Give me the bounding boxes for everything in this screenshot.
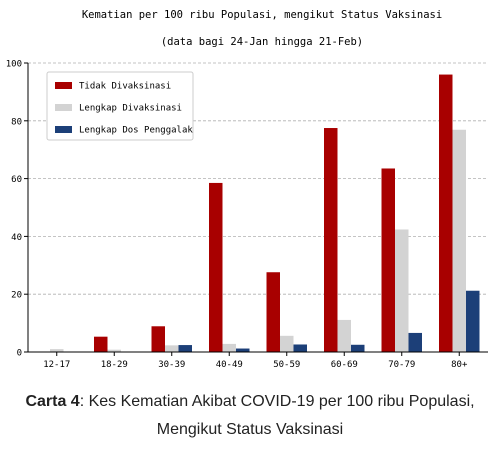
bar-2-18-29	[107, 349, 121, 352]
legend-swatch-1	[55, 82, 72, 89]
figure-caption: Carta 4: Kes Kematian Akibat COVID-19 pe…	[0, 388, 500, 444]
bar-3-70-79	[408, 332, 422, 352]
legend-label-1: Tidak Divaksinasi	[79, 82, 171, 92]
x-tick-label: 18-29	[101, 360, 128, 370]
caption-label: Carta 4	[25, 393, 80, 410]
bar-2-12-17	[50, 349, 64, 352]
bar-1-40-49	[209, 182, 223, 352]
y-tick-label: 100	[6, 60, 22, 70]
bar-3-40-49	[236, 348, 250, 352]
legend-swatch-3	[55, 126, 72, 133]
caption-line-1: Carta 4: Kes Kematian Akibat COVID-19 pe…	[0, 388, 500, 416]
chart-title: Kematian per 100 ribu Populasi, mengikut…	[82, 9, 442, 21]
chart-subtitle: (data bagi 24-Jan hingga 21-Feb)	[161, 36, 363, 48]
legend-label-3: Lengkap Dos Penggalak	[79, 126, 193, 136]
bar-2-30-39	[165, 345, 179, 352]
bar-1-50-59	[266, 272, 280, 352]
x-tick-label: 60-69	[331, 360, 358, 370]
legend-box	[46, 71, 194, 141]
y-tick-label: 0	[17, 349, 22, 359]
bar-2-80+	[452, 129, 466, 352]
y-tick-label: 80	[11, 117, 22, 127]
caption-line-2: Mengikut Status Vaksinasi	[156, 421, 344, 438]
legend: Tidak Divaksinasi Lengkap Divaksinasi Leng…	[46, 71, 194, 141]
bar-1-18-29	[94, 336, 108, 352]
bar-3-80+	[466, 290, 480, 352]
legend-label-2: Lengkap Divaksinasi	[79, 104, 182, 114]
caption-text-1: : Kes Kematian Akibat COVID-19 per 100 r…	[79, 393, 475, 410]
bar-2-50-59	[280, 335, 294, 352]
y-tick-label: 60	[11, 175, 22, 185]
x-tick-label: 12-17	[43, 360, 70, 370]
bar-2-70-79	[395, 229, 409, 352]
bar-2-60-69	[337, 319, 351, 352]
axes: 0 20 40 60 80 100 12-17 18-29 30-39 40-49 50-59 60-…	[6, 60, 488, 370]
y-tick-label: 20	[11, 291, 22, 301]
bar-2-40-49	[222, 343, 236, 352]
bar-1-60-69	[324, 128, 338, 352]
x-tick-label: 70-79	[388, 360, 415, 370]
chart: Kematian per 100 ribu Populasi, mengikut…	[6, 9, 488, 370]
legend-swatch-2	[55, 104, 72, 111]
bar-3-30-39	[178, 345, 192, 352]
x-tick-label: 40-49	[216, 360, 243, 370]
x-tick-label: 80+	[451, 360, 468, 370]
bars	[50, 74, 480, 352]
bar-1-30-39	[151, 326, 165, 352]
x-tick-label: 50-59	[273, 360, 300, 370]
bar-1-70-79	[381, 168, 395, 352]
x-tick-label: 30-39	[158, 360, 185, 370]
bar-3-60-69	[351, 344, 365, 352]
bar-3-50-59	[293, 344, 307, 352]
y-tick-label: 40	[11, 233, 22, 243]
bar-1-80+	[439, 74, 453, 352]
